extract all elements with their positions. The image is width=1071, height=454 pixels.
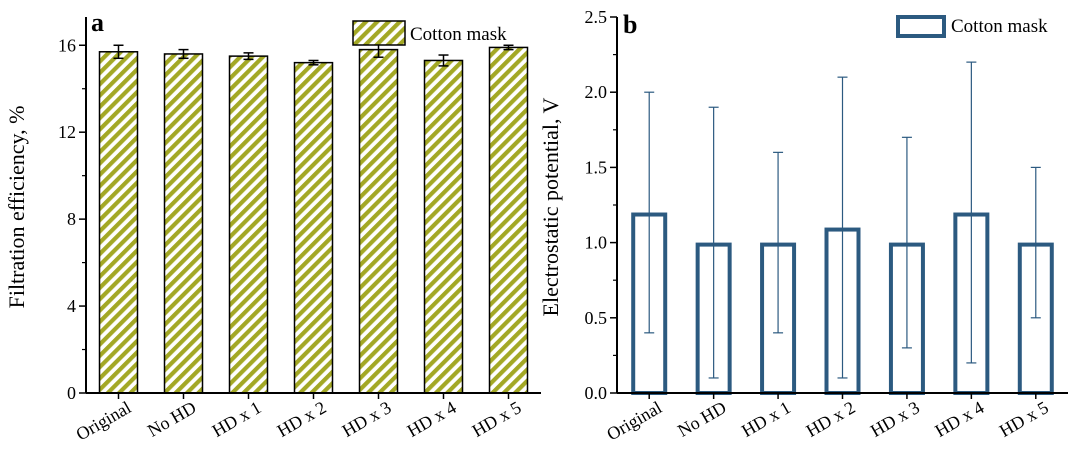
y-tick-label: 1.5 [585,157,608,177]
x-tick-label: HD x 2 [274,397,330,441]
panel-b: Original No HD HD x 1 HD x 2 HD x 3 HD x 4 HD … [538,7,1068,444]
x-tick-label: Original [603,397,665,444]
y-tick-label: 2.5 [585,7,608,27]
x-tick-label: HD x 4 [931,397,987,441]
x-tick-label: HD x 5 [469,397,525,441]
x-tick-label: HD x 3 [867,397,923,441]
legend-swatch [352,20,406,46]
legend-label: Cotton mask [951,16,1048,37]
bar [488,46,529,394]
x-tick-label: HD x 3 [339,397,395,441]
legend-label: Cotton mask [410,24,507,45]
y-axis-title: Filtration efficiency, % [4,106,29,309]
bar [163,53,204,394]
x-tick-label: HD x 1 [209,397,265,441]
y-tick-label: 0.5 [585,308,608,328]
y-tick-label: 4 [67,296,76,316]
bar [228,55,269,394]
panel-a: Original No HD HD x 1 HD x 2 HD x 3 HD x 4 HD … [4,8,541,444]
y-tick-label: 0.0 [585,383,608,403]
bar [293,61,334,394]
x-tick-label: Original [73,397,135,444]
x-tick-label: No HD [674,397,729,441]
y-tick-label: 16 [58,35,76,55]
y-tick-label: 12 [58,122,76,142]
x-tick-label: HD x 2 [803,397,859,441]
x-tick-label: HD x 1 [738,397,794,441]
y-axis-title: Electrostatic potential, V [538,97,563,316]
panel-label: b [623,10,637,39]
x-tick-label: No HD [144,397,199,441]
y-tick-label: 0 [67,383,76,403]
y-tick-label: 2.0 [585,82,608,102]
legend-swatch [896,15,946,38]
y-tick-label: 1.0 [585,233,608,253]
x-tick-label: HD x 5 [996,397,1052,441]
panel-label: a [91,8,104,37]
bar [98,51,139,394]
bar [423,59,464,394]
bar [358,48,399,394]
x-tick-label: HD x 4 [404,397,460,441]
y-tick-label: 8 [67,209,76,229]
